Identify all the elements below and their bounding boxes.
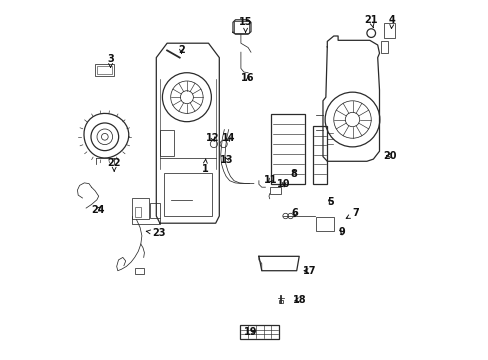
Bar <box>384 23 394 38</box>
Text: 12: 12 <box>205 132 219 143</box>
Text: 7: 7 <box>346 208 359 219</box>
Bar <box>95 64 114 76</box>
Text: 6: 6 <box>291 208 298 218</box>
Bar <box>380 41 387 53</box>
Text: 21: 21 <box>364 15 377 28</box>
Text: 11: 11 <box>263 175 277 185</box>
Bar <box>270 114 305 184</box>
Text: 19: 19 <box>243 327 257 337</box>
Text: 20: 20 <box>383 150 396 161</box>
Text: 14: 14 <box>221 132 235 143</box>
Bar <box>279 300 282 303</box>
Bar <box>163 173 212 216</box>
Text: 17: 17 <box>302 266 315 276</box>
Text: 15: 15 <box>238 17 252 32</box>
Text: 13: 13 <box>219 155 233 165</box>
Bar <box>160 130 174 156</box>
Bar <box>270 187 281 194</box>
Text: 4: 4 <box>388 15 395 28</box>
Text: 18: 18 <box>292 294 306 305</box>
Text: 5: 5 <box>327 197 334 207</box>
Text: 3: 3 <box>107 54 114 68</box>
Text: 1: 1 <box>201 159 208 174</box>
Text: 8: 8 <box>290 168 297 179</box>
Text: 24: 24 <box>91 204 104 215</box>
Bar <box>150 203 160 218</box>
Text: 2: 2 <box>178 45 184 55</box>
Text: 9: 9 <box>338 227 345 237</box>
Bar <box>240 325 279 339</box>
Text: 10: 10 <box>277 179 290 189</box>
Bar <box>316 217 333 231</box>
Bar <box>312 126 326 184</box>
Text: 22: 22 <box>107 158 121 171</box>
Bar <box>134 207 141 217</box>
Bar <box>97 66 112 74</box>
Bar <box>132 198 149 219</box>
Text: 16: 16 <box>241 73 254 84</box>
Bar <box>234 21 248 33</box>
Text: 23: 23 <box>146 228 165 238</box>
Bar <box>134 268 143 274</box>
